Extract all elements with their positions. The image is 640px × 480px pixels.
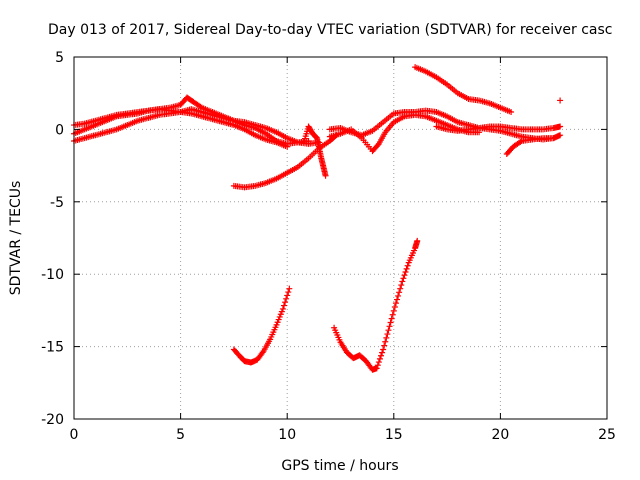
x-tick-label: 5 <box>176 427 185 443</box>
data-point <box>387 319 394 326</box>
data-point <box>403 265 410 272</box>
data-point <box>279 305 286 312</box>
series-sat-g <box>412 64 564 116</box>
data-point <box>382 338 389 345</box>
data-point <box>373 365 380 372</box>
data-points <box>71 64 564 373</box>
data-point <box>401 272 408 279</box>
y-tick-label: -5 <box>50 195 64 211</box>
data-point <box>404 262 411 269</box>
data-point <box>374 362 381 369</box>
data-point <box>374 142 381 149</box>
x-axis-label: GPS time / hours <box>281 458 398 474</box>
y-axis-label: SDTVAR / TECUs <box>8 181 24 296</box>
data-point <box>402 269 409 276</box>
data-point <box>282 299 289 306</box>
data-point <box>385 327 392 334</box>
x-tick-label: 25 <box>598 427 616 443</box>
data-point <box>386 323 393 330</box>
plot-frame <box>73 56 608 420</box>
data-point <box>379 349 386 356</box>
data-point <box>414 237 421 244</box>
data-point <box>383 334 390 341</box>
data-point <box>376 355 383 362</box>
data-point <box>557 123 564 130</box>
data-point <box>322 172 329 179</box>
data-point <box>384 331 391 338</box>
data-point <box>276 313 283 320</box>
data-point <box>381 342 388 349</box>
data-point <box>391 304 398 311</box>
data-point <box>508 109 515 116</box>
data-point <box>281 302 288 309</box>
data-point <box>393 296 400 303</box>
y-tick-label: 5 <box>55 50 64 66</box>
data-point <box>557 97 564 104</box>
data-point <box>273 321 280 328</box>
data-point <box>284 292 291 299</box>
series-sat-c <box>71 106 291 150</box>
data-point <box>395 292 402 299</box>
data-point <box>278 308 285 315</box>
data-point <box>277 311 284 318</box>
data-point <box>375 359 382 366</box>
x-tick-label: 20 <box>491 427 509 443</box>
data-point <box>286 285 293 292</box>
data-point <box>398 282 405 289</box>
data-point <box>285 289 292 296</box>
chart-title: Day 013 of 2017, Sidereal Day-to-day VTE… <box>48 22 612 38</box>
series-sat-i <box>230 285 293 366</box>
data-point <box>274 319 281 326</box>
data-point <box>388 315 395 322</box>
y-tick-label: -10 <box>41 267 64 283</box>
y-tick-label: -15 <box>41 340 64 356</box>
x-tick-label: 0 <box>70 427 79 443</box>
data-point <box>400 275 407 282</box>
data-point <box>275 316 282 323</box>
data-point <box>390 307 397 314</box>
x-tick-label: 15 <box>385 427 403 443</box>
y-tick-label: -20 <box>41 412 64 428</box>
series-sat-d <box>230 132 340 191</box>
data-point <box>550 135 557 142</box>
series-sat-j <box>331 237 421 373</box>
data-point <box>389 311 396 318</box>
data-point <box>392 300 399 307</box>
data-point <box>283 295 290 302</box>
y-tick-label: 0 <box>55 122 64 138</box>
axis-ticks: 0 5 10 15 20 25 5 0 -5 -10 -15 -20 <box>41 50 616 443</box>
data-point <box>380 346 387 353</box>
data-point <box>397 285 404 292</box>
x-tick-label: 10 <box>278 427 296 443</box>
data-point <box>284 143 291 150</box>
data-point <box>378 352 385 359</box>
data-point <box>396 289 403 296</box>
data-point <box>557 132 564 139</box>
series-sat-h <box>433 123 564 158</box>
data-point <box>399 278 406 285</box>
